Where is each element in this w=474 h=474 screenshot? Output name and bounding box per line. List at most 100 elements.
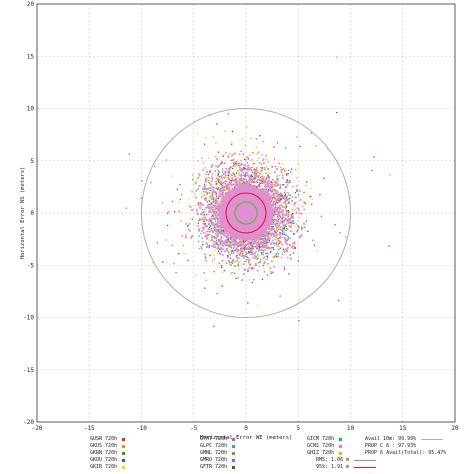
data-point <box>252 163 254 165</box>
data-point <box>168 210 170 213</box>
data-point <box>298 209 300 211</box>
data-point <box>234 242 236 245</box>
data-point <box>205 137 207 139</box>
data-point <box>228 172 231 175</box>
data-point <box>204 217 207 220</box>
data-point <box>262 140 264 143</box>
data-point <box>257 157 260 159</box>
data-point <box>261 235 264 237</box>
data-point <box>292 185 294 188</box>
data-point <box>171 200 174 203</box>
data-point <box>182 244 185 247</box>
data-point <box>277 207 280 209</box>
data-point <box>251 175 254 178</box>
data-point <box>263 188 266 191</box>
data-point <box>320 215 322 218</box>
data-point <box>237 257 240 259</box>
data-point <box>240 240 243 243</box>
data-point <box>279 236 282 239</box>
data-point <box>217 250 220 252</box>
data-point <box>244 144 246 146</box>
data-point <box>260 179 263 182</box>
data-point <box>261 181 263 183</box>
data-point <box>311 198 313 200</box>
data-point <box>276 179 278 181</box>
data-point <box>255 146 257 148</box>
data-point <box>264 235 266 238</box>
data-point <box>229 273 232 276</box>
data-point <box>243 241 245 243</box>
data-point <box>285 206 287 208</box>
data-point <box>284 186 287 188</box>
data-point <box>245 183 248 186</box>
data-point <box>227 183 229 185</box>
data-point <box>202 189 204 191</box>
data-point <box>259 241 262 244</box>
data-point <box>252 247 254 250</box>
data-point <box>261 169 263 171</box>
data-point <box>197 240 200 243</box>
data-point <box>286 227 288 230</box>
data-point <box>248 240 251 243</box>
data-point <box>255 138 257 140</box>
data-point <box>273 265 276 268</box>
data-point <box>279 199 281 202</box>
data-point <box>201 218 203 220</box>
data-point <box>189 218 191 220</box>
data-point <box>280 198 282 200</box>
data-point <box>258 245 261 248</box>
data-point <box>214 190 217 193</box>
data-point <box>222 271 224 274</box>
data-point <box>272 203 275 205</box>
data-point <box>294 225 296 227</box>
data-point <box>288 202 291 204</box>
data-point <box>287 192 289 194</box>
data-point <box>323 177 325 179</box>
data-point <box>232 162 235 164</box>
data-point <box>277 177 279 180</box>
data-point <box>272 208 274 210</box>
data-point <box>272 206 274 208</box>
data-point <box>216 169 219 171</box>
data-point <box>258 246 261 248</box>
data-point <box>305 220 308 222</box>
data-point <box>242 177 244 180</box>
data-point <box>217 232 219 235</box>
data-point <box>198 175 200 178</box>
data-point <box>212 240 214 242</box>
data-point <box>239 239 241 241</box>
data-point <box>236 250 239 253</box>
data-point <box>248 247 251 249</box>
data-point <box>248 185 250 187</box>
data-point <box>188 222 191 225</box>
data-point <box>249 251 251 253</box>
data-point <box>269 188 272 191</box>
data-point <box>225 262 228 264</box>
data-point <box>287 181 289 184</box>
data-point <box>276 201 278 203</box>
data-point <box>217 203 219 205</box>
data-point <box>231 179 234 181</box>
data-point <box>247 262 250 264</box>
data-point <box>260 182 262 185</box>
data-point <box>315 145 317 147</box>
data-point <box>228 187 230 189</box>
data-point <box>271 226 273 228</box>
data-point <box>216 218 219 221</box>
data-point <box>235 254 238 257</box>
data-point <box>215 201 218 204</box>
data-point <box>214 237 216 239</box>
data-point <box>270 233 272 235</box>
data-point <box>230 179 233 182</box>
data-point <box>287 169 290 172</box>
data-point <box>215 183 217 185</box>
data-point <box>188 205 191 207</box>
data-point <box>262 239 264 241</box>
data-point <box>295 136 298 138</box>
data-point <box>201 237 203 239</box>
data-point <box>295 184 298 187</box>
data-point <box>278 233 281 236</box>
data-point <box>261 238 264 240</box>
data-point <box>188 228 190 231</box>
data-point <box>215 230 218 233</box>
